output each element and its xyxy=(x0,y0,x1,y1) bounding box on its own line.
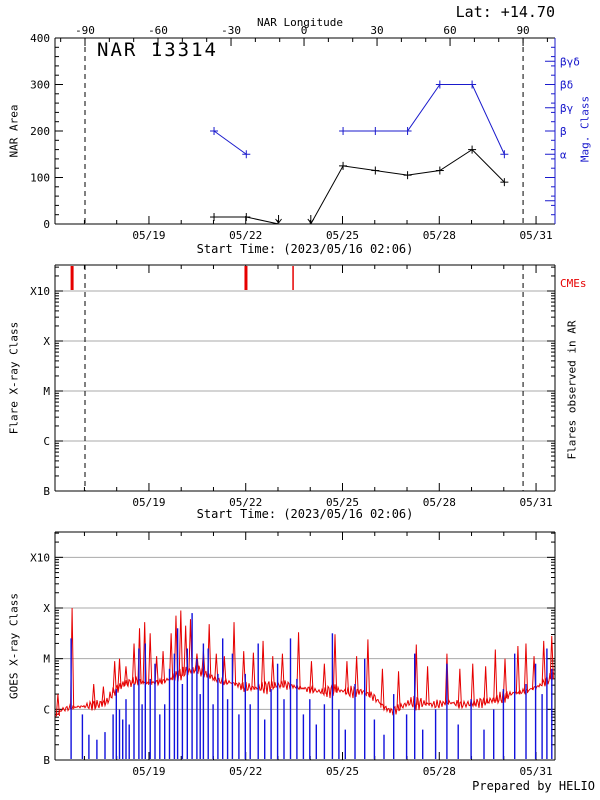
svg-text:05/28: 05/28 xyxy=(423,496,456,509)
svg-text:-90: -90 xyxy=(75,24,95,37)
flare-y-axis-label: Flare X-ray Class xyxy=(7,321,21,435)
svg-text:α: α xyxy=(560,148,567,161)
goes-flux-panel: B C M X X10 05/19 05/22 05/25 05/28 05/31 xyxy=(30,531,556,778)
svg-text:βγδ: βγδ xyxy=(560,55,580,68)
svg-text:05/25: 05/25 xyxy=(326,765,359,778)
svg-text:X: X xyxy=(43,335,50,348)
svg-text:βδ: βδ xyxy=(560,79,573,92)
svg-text:90: 90 xyxy=(516,24,529,37)
svg-text:β: β xyxy=(560,125,567,138)
svg-text:60: 60 xyxy=(443,24,456,37)
goes-y-axis-label: GOES X-ray Class xyxy=(7,593,21,699)
svg-text:05/25: 05/25 xyxy=(326,496,359,509)
svg-text:B: B xyxy=(43,754,50,767)
svg-text:30: 30 xyxy=(370,24,383,37)
svg-text:05/22: 05/22 xyxy=(229,765,262,778)
svg-text:X10: X10 xyxy=(30,285,50,298)
svg-text:400: 400 xyxy=(30,32,50,45)
svg-text:βγ: βγ xyxy=(560,102,574,115)
svg-text:C: C xyxy=(43,703,50,716)
svg-text:200: 200 xyxy=(30,125,50,138)
active-region-title: NAR 13314 xyxy=(97,39,218,61)
svg-text:05/28: 05/28 xyxy=(423,765,456,778)
svg-text:X10: X10 xyxy=(30,551,50,564)
svg-text:C: C xyxy=(43,435,50,448)
svg-text:05/19: 05/19 xyxy=(132,496,165,509)
svg-text:05/28: 05/28 xyxy=(423,229,456,242)
svg-text:-60: -60 xyxy=(148,24,168,37)
credit-label: Prepared by HELIO xyxy=(472,779,595,793)
svg-text:05/22: 05/22 xyxy=(229,496,262,509)
mag-class-axis-label: Mag. Class xyxy=(578,95,592,163)
svg-text:05/19: 05/19 xyxy=(132,765,165,778)
svg-text:05/31: 05/31 xyxy=(519,765,552,778)
svg-text:B: B xyxy=(43,485,50,498)
svg-text:100: 100 xyxy=(30,172,50,185)
flare-cme-panel: B C M X X10 05/19 05/22 05/25 05/28 05/31 xyxy=(30,264,556,509)
svg-text:X: X xyxy=(43,602,50,615)
cmes-label: CMEs xyxy=(560,277,587,290)
svg-text:0: 0 xyxy=(43,218,50,231)
svg-text:0: 0 xyxy=(301,24,308,37)
svg-text:M: M xyxy=(43,653,50,666)
flares-observed-label: Flares observed in AR xyxy=(565,320,579,460)
svg-text:05/25: 05/25 xyxy=(326,229,359,242)
svg-text:300: 300 xyxy=(30,79,50,92)
svg-text:05/22: 05/22 xyxy=(229,229,262,242)
area-y-axis-label: NAR Area xyxy=(7,104,21,158)
svg-text:05/31: 05/31 xyxy=(519,229,552,242)
svg-text:05/31: 05/31 xyxy=(519,496,552,509)
nar-area-panel: 0 100 200 300 400 -90 -60 -30 0 30 60 90 05/19 05/22 0… xyxy=(30,24,580,242)
svg-text:M: M xyxy=(43,385,50,398)
latitude-label: Lat: +14.70 xyxy=(455,3,555,21)
svg-text:-30: -30 xyxy=(221,24,241,37)
svg-text:05/19: 05/19 xyxy=(132,229,165,242)
